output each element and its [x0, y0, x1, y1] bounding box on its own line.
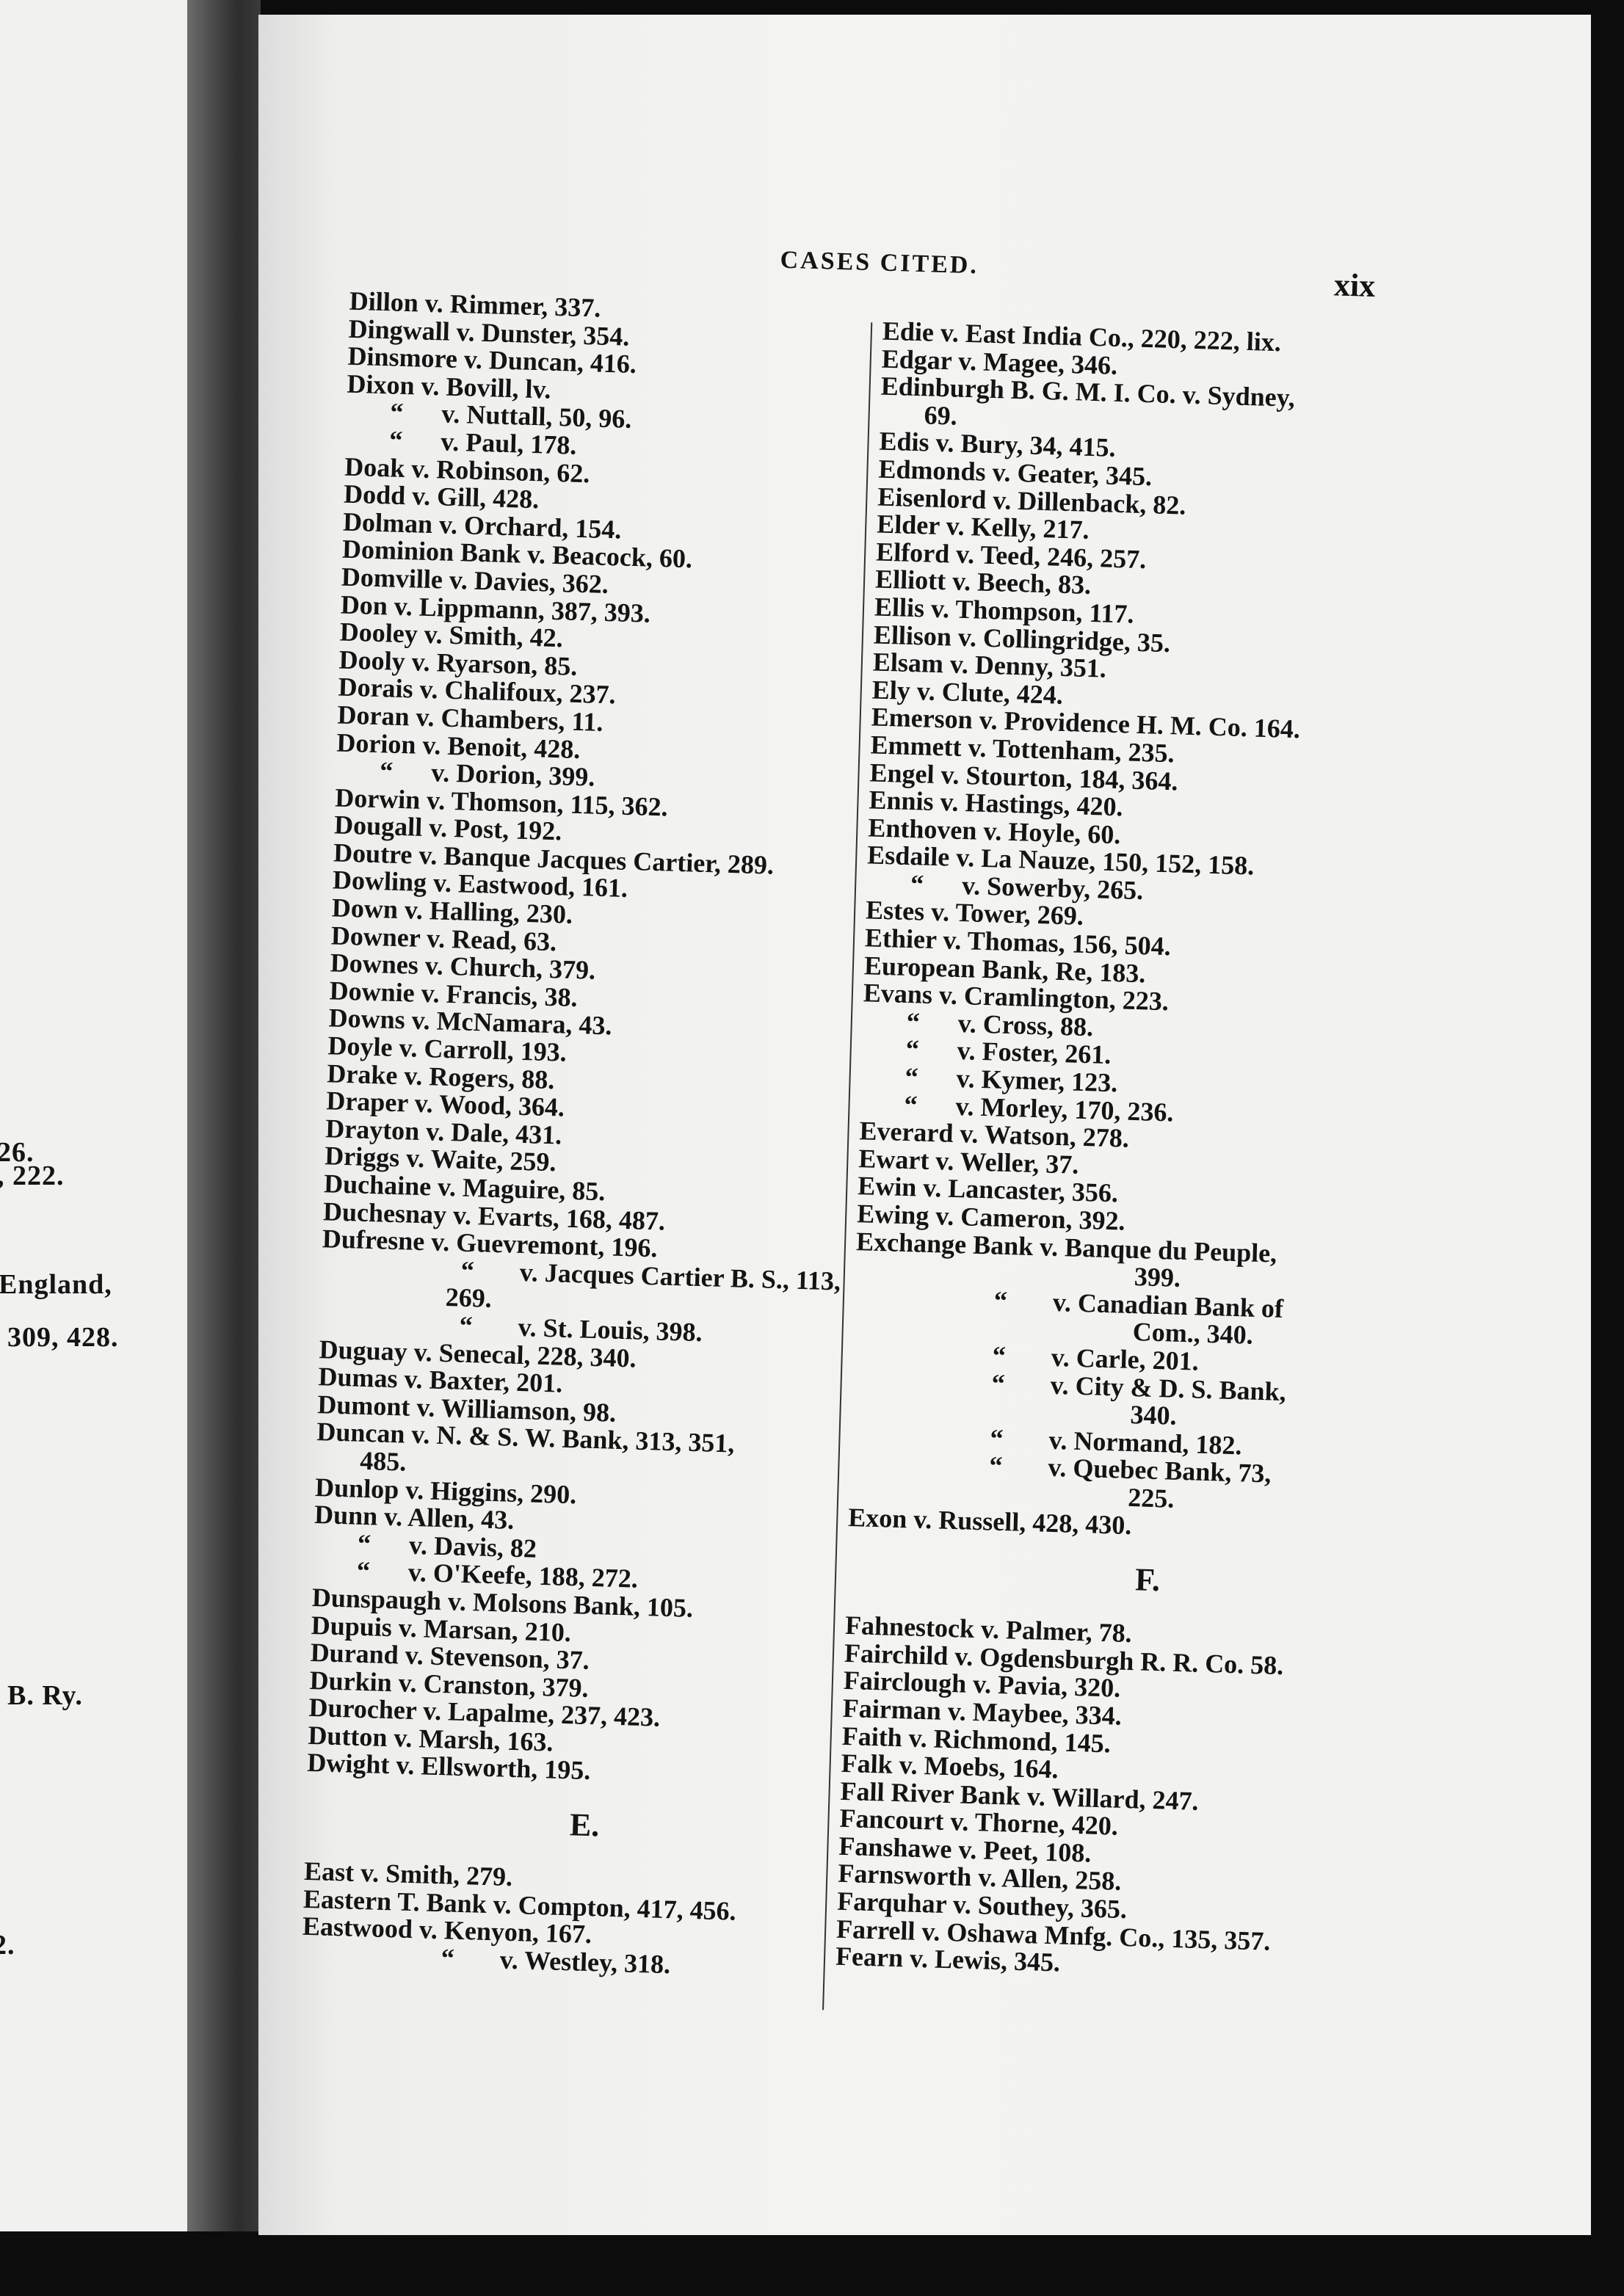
ditto-mark: “ — [906, 1006, 921, 1037]
page-number: xix — [1333, 266, 1376, 304]
ditto-mark: “ — [905, 1061, 919, 1092]
left-column-index: Dillon v. Rimmer, 337. Dingwall v. Dunste… — [301, 286, 907, 1984]
book-gutter-shadow — [187, 0, 261, 2231]
ditto-mark: “ — [988, 1450, 1004, 1481]
fragment-text: B. Ry. — [7, 1680, 83, 1711]
fragment-text: 2. — [0, 1930, 15, 1961]
ditto-mark: “ — [379, 756, 394, 786]
index-entry-text: v. Westley, 318. — [499, 1944, 671, 1980]
ditto-mark: “ — [993, 1285, 1008, 1315]
ditto-mark: “ — [441, 1943, 455, 1973]
ditto-mark: “ — [910, 868, 924, 899]
fragment-text: . — [0, 1464, 2, 1497]
fragment-text: , 222. — [0, 1160, 65, 1191]
fragment-text: 26. — [0, 1137, 35, 1168]
ditto-mark: “ — [460, 1255, 475, 1285]
ditto-mark: “ — [904, 1089, 918, 1120]
ditto-mark: “ — [357, 1528, 371, 1558]
fragment-text: 309, 428. — [7, 1322, 119, 1353]
fragment-text: England, — [0, 1269, 112, 1300]
ditto-mark: “ — [389, 397, 405, 428]
ditto-mark: “ — [388, 425, 403, 455]
right-column-index: Edie v. East India Co., 220, 222, lix. Ed… — [835, 316, 1485, 1988]
running-header-title: CASES CITED. — [780, 246, 979, 280]
book-page: CASES CITED. xix Dillon v. Rimmer, 337. D… — [258, 15, 1591, 2235]
adjacent-page-fragment: 26. , 222. England, 309, 428. . . B. Ry.… — [0, 0, 189, 2231]
ditto-mark: “ — [356, 1556, 371, 1586]
ditto-mark: “ — [905, 1034, 920, 1064]
fragment-text: . — [0, 1347, 2, 1379]
ditto-mark: “ — [991, 1368, 1006, 1398]
